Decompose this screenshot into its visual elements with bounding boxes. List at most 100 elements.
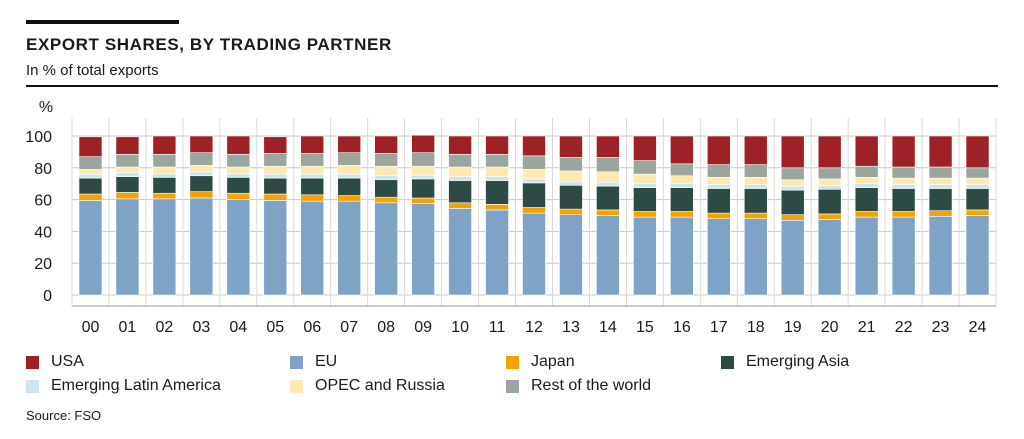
legend-label-japan: Japan	[531, 353, 575, 370]
bar-segment-opec-and-russia	[596, 171, 620, 183]
x-tick-label: 20	[821, 319, 839, 336]
bar-segment-opec-and-russia	[965, 177, 990, 185]
bar-segment-emerging-asia	[263, 177, 288, 195]
legend-item-japan: Japan	[506, 352, 575, 372]
bar-segment-opec-and-russia	[780, 179, 805, 187]
y-tick-label: 60	[34, 193, 52, 210]
bar-segment-emerging-latin-america	[152, 173, 177, 178]
bar-segment-opec-and-russia	[743, 177, 768, 185]
legend-label-emerging-asia: Emerging Asia	[746, 353, 850, 370]
bar-segment-eu	[411, 203, 435, 296]
chart-title: EXPORT SHARES, BY TRADING PARTNER	[26, 35, 392, 54]
bar-segment-emerging-asia	[411, 178, 435, 199]
bar-segment-rest-of-the-world	[854, 165, 879, 178]
bar-segment-emerging-latin-america	[337, 173, 362, 179]
bar-segment-japan	[633, 211, 657, 218]
bar-segment-emerging-asia	[374, 179, 398, 198]
bar-segment-emerging-asia	[854, 187, 879, 212]
x-tick-label: 00	[82, 319, 100, 336]
legend-label-opec-and-russia: OPEC and Russia	[315, 377, 445, 394]
bar-segment-eu	[965, 215, 990, 296]
bar-segment-opec-and-russia	[854, 177, 879, 184]
bar-segment-opec-and-russia	[891, 177, 916, 185]
bar-segment-usa	[596, 135, 620, 158]
bar-segment-eu	[817, 219, 842, 296]
bar-segment-japan	[780, 214, 805, 221]
bar-segment-eu	[854, 216, 879, 296]
bar-segment-opec-and-russia	[928, 177, 953, 185]
bar-segment-usa	[670, 135, 694, 165]
bar-segment-japan	[928, 210, 953, 217]
bar-segment-usa	[337, 135, 362, 153]
legend-item-emerging-latin-america: Emerging Latin America	[26, 376, 221, 396]
bar-segment-emerging-latin-america	[965, 184, 990, 189]
bar-segment-emerging-asia	[633, 187, 657, 212]
bar-segment-rest-of-the-world	[928, 166, 953, 179]
x-tick-label: 23	[932, 319, 950, 336]
bar-segment-rest-of-the-world	[633, 160, 657, 175]
bar-segment-usa	[891, 135, 916, 168]
bar-segment-rest-of-the-world	[337, 152, 362, 166]
bar-segment-usa	[706, 135, 731, 165]
bar-segment-rest-of-the-world	[152, 153, 177, 168]
bar-segment-eu	[226, 199, 251, 296]
bar-segment-usa	[300, 135, 325, 154]
x-tick-label: 04	[229, 319, 247, 336]
bar-segment-emerging-asia	[743, 188, 768, 214]
bar-segment-emerging-asia	[115, 176, 140, 193]
bar-segment-usa	[152, 135, 177, 155]
bar-segment-japan	[115, 192, 140, 200]
bar-segment-eu	[374, 202, 398, 296]
bar-segment-usa	[485, 135, 509, 155]
bar-segment-japan	[448, 202, 472, 209]
bar-segment-rest-of-the-world	[743, 164, 768, 178]
bar-segment-opec-and-russia	[633, 173, 657, 185]
bar-segment-usa	[189, 135, 214, 153]
bar-segment-rest-of-the-world	[115, 153, 140, 168]
y-tick-label: 100	[25, 129, 52, 146]
x-tick-label: 11	[489, 319, 506, 336]
bar-segment-emerging-latin-america	[263, 173, 288, 179]
legend-item-opec-and-russia: OPEC and Russia	[290, 376, 445, 396]
bar-segment-usa	[448, 135, 472, 155]
x-tick-label: 09	[414, 319, 432, 336]
bar-segment-emerging-asia	[817, 188, 842, 215]
bar-segment-opec-and-russia	[706, 177, 731, 185]
bar-segment-japan	[189, 191, 214, 199]
bar-segment-opec-and-russia	[522, 169, 546, 180]
y-tick-label: 20	[34, 256, 52, 273]
bar-segment-eu	[928, 215, 953, 296]
bar-segment-opec-and-russia	[263, 165, 288, 175]
bar-segment-emerging-latin-america	[854, 183, 879, 188]
bar-segment-emerging-asia	[189, 175, 214, 192]
bar-segment-japan	[891, 211, 916, 218]
bar-segment-emerging-asia	[300, 177, 325, 196]
bar-segment-emerging-latin-america	[670, 183, 694, 188]
bar-segment-emerging-latin-america	[743, 184, 768, 189]
bar-segment-emerging-latin-america	[522, 178, 546, 184]
bar-segment-opec-and-russia	[115, 166, 140, 173]
bar-segment-rest-of-the-world	[411, 152, 435, 167]
bar-segment-emerging-latin-america	[448, 176, 472, 181]
bar-segment-eu	[522, 212, 546, 296]
bar-segment-opec-and-russia	[817, 178, 842, 186]
legend-item-rest-of-the-world: Rest of the world	[506, 376, 651, 396]
bar-segment-opec-and-russia	[485, 166, 509, 177]
bar-segment-rest-of-the-world	[596, 157, 620, 173]
bar-segment-rest-of-the-world	[670, 163, 694, 177]
bar-segment-emerging-latin-america	[374, 175, 398, 181]
bar-segment-emerging-latin-america	[928, 184, 953, 189]
legend-label-emerging-latin-america: Emerging Latin America	[51, 377, 221, 394]
bar-segment-usa	[817, 135, 842, 169]
bar-segment-usa	[263, 136, 288, 154]
bar-segment-eu	[559, 214, 583, 296]
bar-segment-eu	[78, 200, 103, 296]
bar-segment-rest-of-the-world	[78, 156, 103, 170]
source-note: Source: FSO	[26, 408, 102, 423]
bar-segment-rest-of-the-world	[965, 167, 990, 179]
bar-segment-japan	[706, 212, 731, 219]
bar-segment-eu	[263, 200, 288, 296]
bar-segment-opec-and-russia	[226, 166, 251, 174]
bar-segment-eu	[633, 216, 657, 296]
legend-swatch-eu	[290, 355, 303, 369]
